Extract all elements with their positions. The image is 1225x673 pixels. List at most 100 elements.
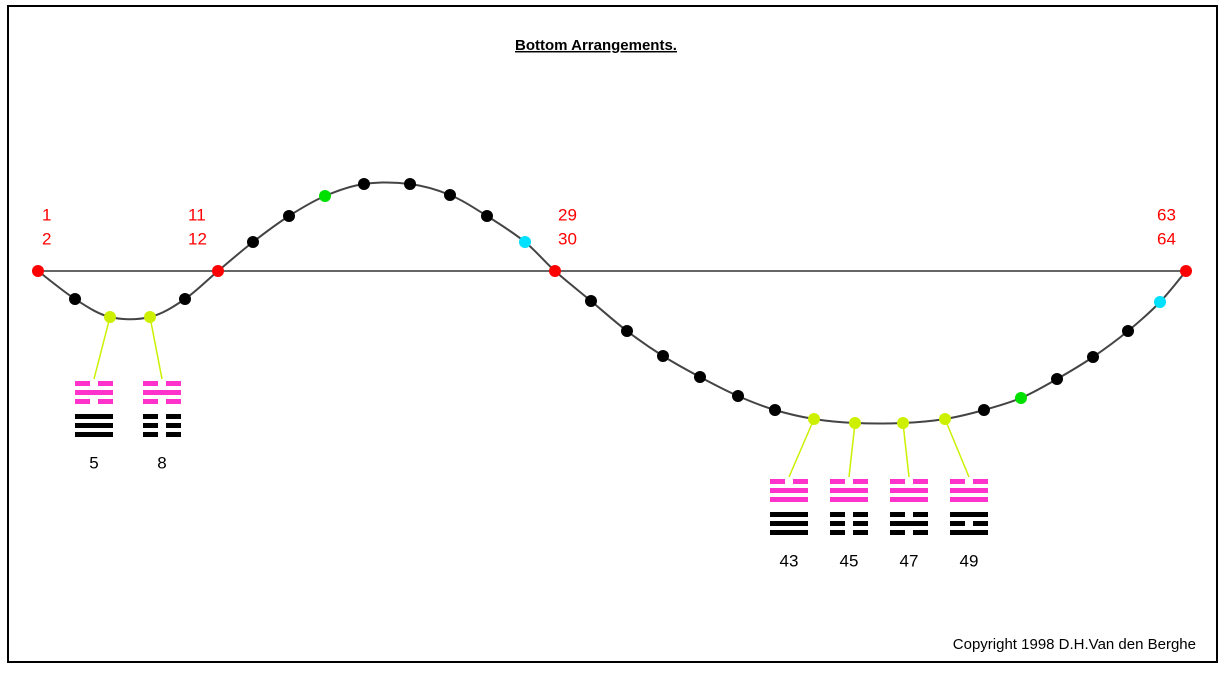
connector	[788, 418, 815, 478]
curve-dot	[212, 265, 224, 277]
line-solid	[770, 512, 808, 517]
curve-label: 64	[1157, 229, 1176, 248]
line-solid	[75, 414, 113, 419]
line-broken	[913, 512, 928, 517]
line-broken	[143, 399, 158, 404]
line-broken	[830, 530, 845, 535]
curve-dot	[32, 265, 44, 277]
line-broken	[143, 423, 158, 428]
curve-label: 29	[558, 205, 577, 224]
line-broken	[853, 530, 868, 535]
line-broken	[853, 512, 868, 517]
line-solid	[770, 521, 808, 526]
line-broken	[950, 521, 965, 526]
line-broken	[853, 479, 868, 484]
line-solid	[75, 423, 113, 428]
line-broken	[75, 381, 90, 386]
curve-dot	[657, 350, 669, 362]
curve-dot	[1087, 351, 1099, 363]
line-broken	[143, 381, 158, 386]
connector	[944, 418, 970, 478]
line-solid	[830, 488, 868, 493]
line-solid	[75, 390, 113, 395]
line-solid	[830, 497, 868, 502]
line-broken	[75, 399, 90, 404]
hexagram-number: 47	[900, 551, 919, 570]
curve-dot	[283, 210, 295, 222]
curve-dot	[444, 189, 456, 201]
line-broken	[166, 399, 181, 404]
copyright: Copyright 1998 D.H.Van den Berghe	[953, 636, 1196, 653]
line-solid	[950, 512, 988, 517]
line-broken	[793, 479, 808, 484]
line-broken	[166, 432, 181, 437]
line-broken	[890, 512, 905, 517]
hexagram-number: 43	[780, 551, 799, 570]
line-broken	[143, 432, 158, 437]
hexagram-number: 8	[157, 453, 166, 472]
curve-dot	[1015, 392, 1027, 404]
line-broken	[98, 381, 113, 386]
line-solid	[890, 521, 928, 526]
curve-label: 1	[42, 205, 51, 224]
connector	[848, 422, 856, 478]
curve-dot	[481, 210, 493, 222]
line-solid	[950, 488, 988, 493]
curve-dot	[179, 293, 191, 305]
curve-dot	[549, 265, 561, 277]
frame	[7, 5, 1218, 663]
curve-dot	[519, 236, 531, 248]
line-broken	[853, 521, 868, 526]
line-broken	[98, 399, 113, 404]
line-broken	[913, 530, 928, 535]
hexagram-number: 49	[960, 551, 979, 570]
curve-dot	[694, 371, 706, 383]
curve-label: 2	[42, 229, 51, 248]
curve-dot	[1051, 373, 1063, 385]
curve-dot	[404, 178, 416, 190]
curve-dot	[247, 236, 259, 248]
line-broken	[890, 479, 905, 484]
curve-dot	[808, 413, 820, 425]
curve-dot	[978, 404, 990, 416]
hexagram-number: 5	[89, 453, 98, 472]
curve-dot	[1122, 325, 1134, 337]
curve-dot	[939, 413, 951, 425]
line-broken	[143, 414, 158, 419]
connector	[149, 316, 163, 380]
curve-label: 30	[558, 229, 577, 248]
line-broken	[830, 479, 845, 484]
curve-label: 11	[188, 205, 206, 224]
curve-dot	[1154, 296, 1166, 308]
line-broken	[830, 521, 845, 526]
line-solid	[950, 497, 988, 502]
curve-dot	[69, 293, 81, 305]
line-broken	[166, 381, 181, 386]
line-solid	[890, 488, 928, 493]
connector	[93, 316, 111, 380]
line-broken	[973, 479, 988, 484]
curve-dot	[585, 295, 597, 307]
line-solid	[770, 497, 808, 502]
curve-dot	[769, 404, 781, 416]
line-broken	[770, 479, 785, 484]
line-broken	[890, 530, 905, 535]
curve-dot	[897, 417, 909, 429]
title: Bottom Arrangements.	[515, 37, 677, 54]
line-solid	[950, 530, 988, 535]
line-broken	[913, 479, 928, 484]
curve-dot	[104, 311, 116, 323]
connector	[902, 422, 910, 478]
curve-dot	[319, 190, 331, 202]
hexagram-number: 45	[840, 551, 859, 570]
line-broken	[166, 414, 181, 419]
curve-dot	[621, 325, 633, 337]
line-solid	[770, 488, 808, 493]
curve-dot	[1180, 265, 1192, 277]
line-broken	[973, 521, 988, 526]
line-broken	[830, 512, 845, 517]
curve-label: 63	[1157, 205, 1176, 224]
curve-dot	[358, 178, 370, 190]
